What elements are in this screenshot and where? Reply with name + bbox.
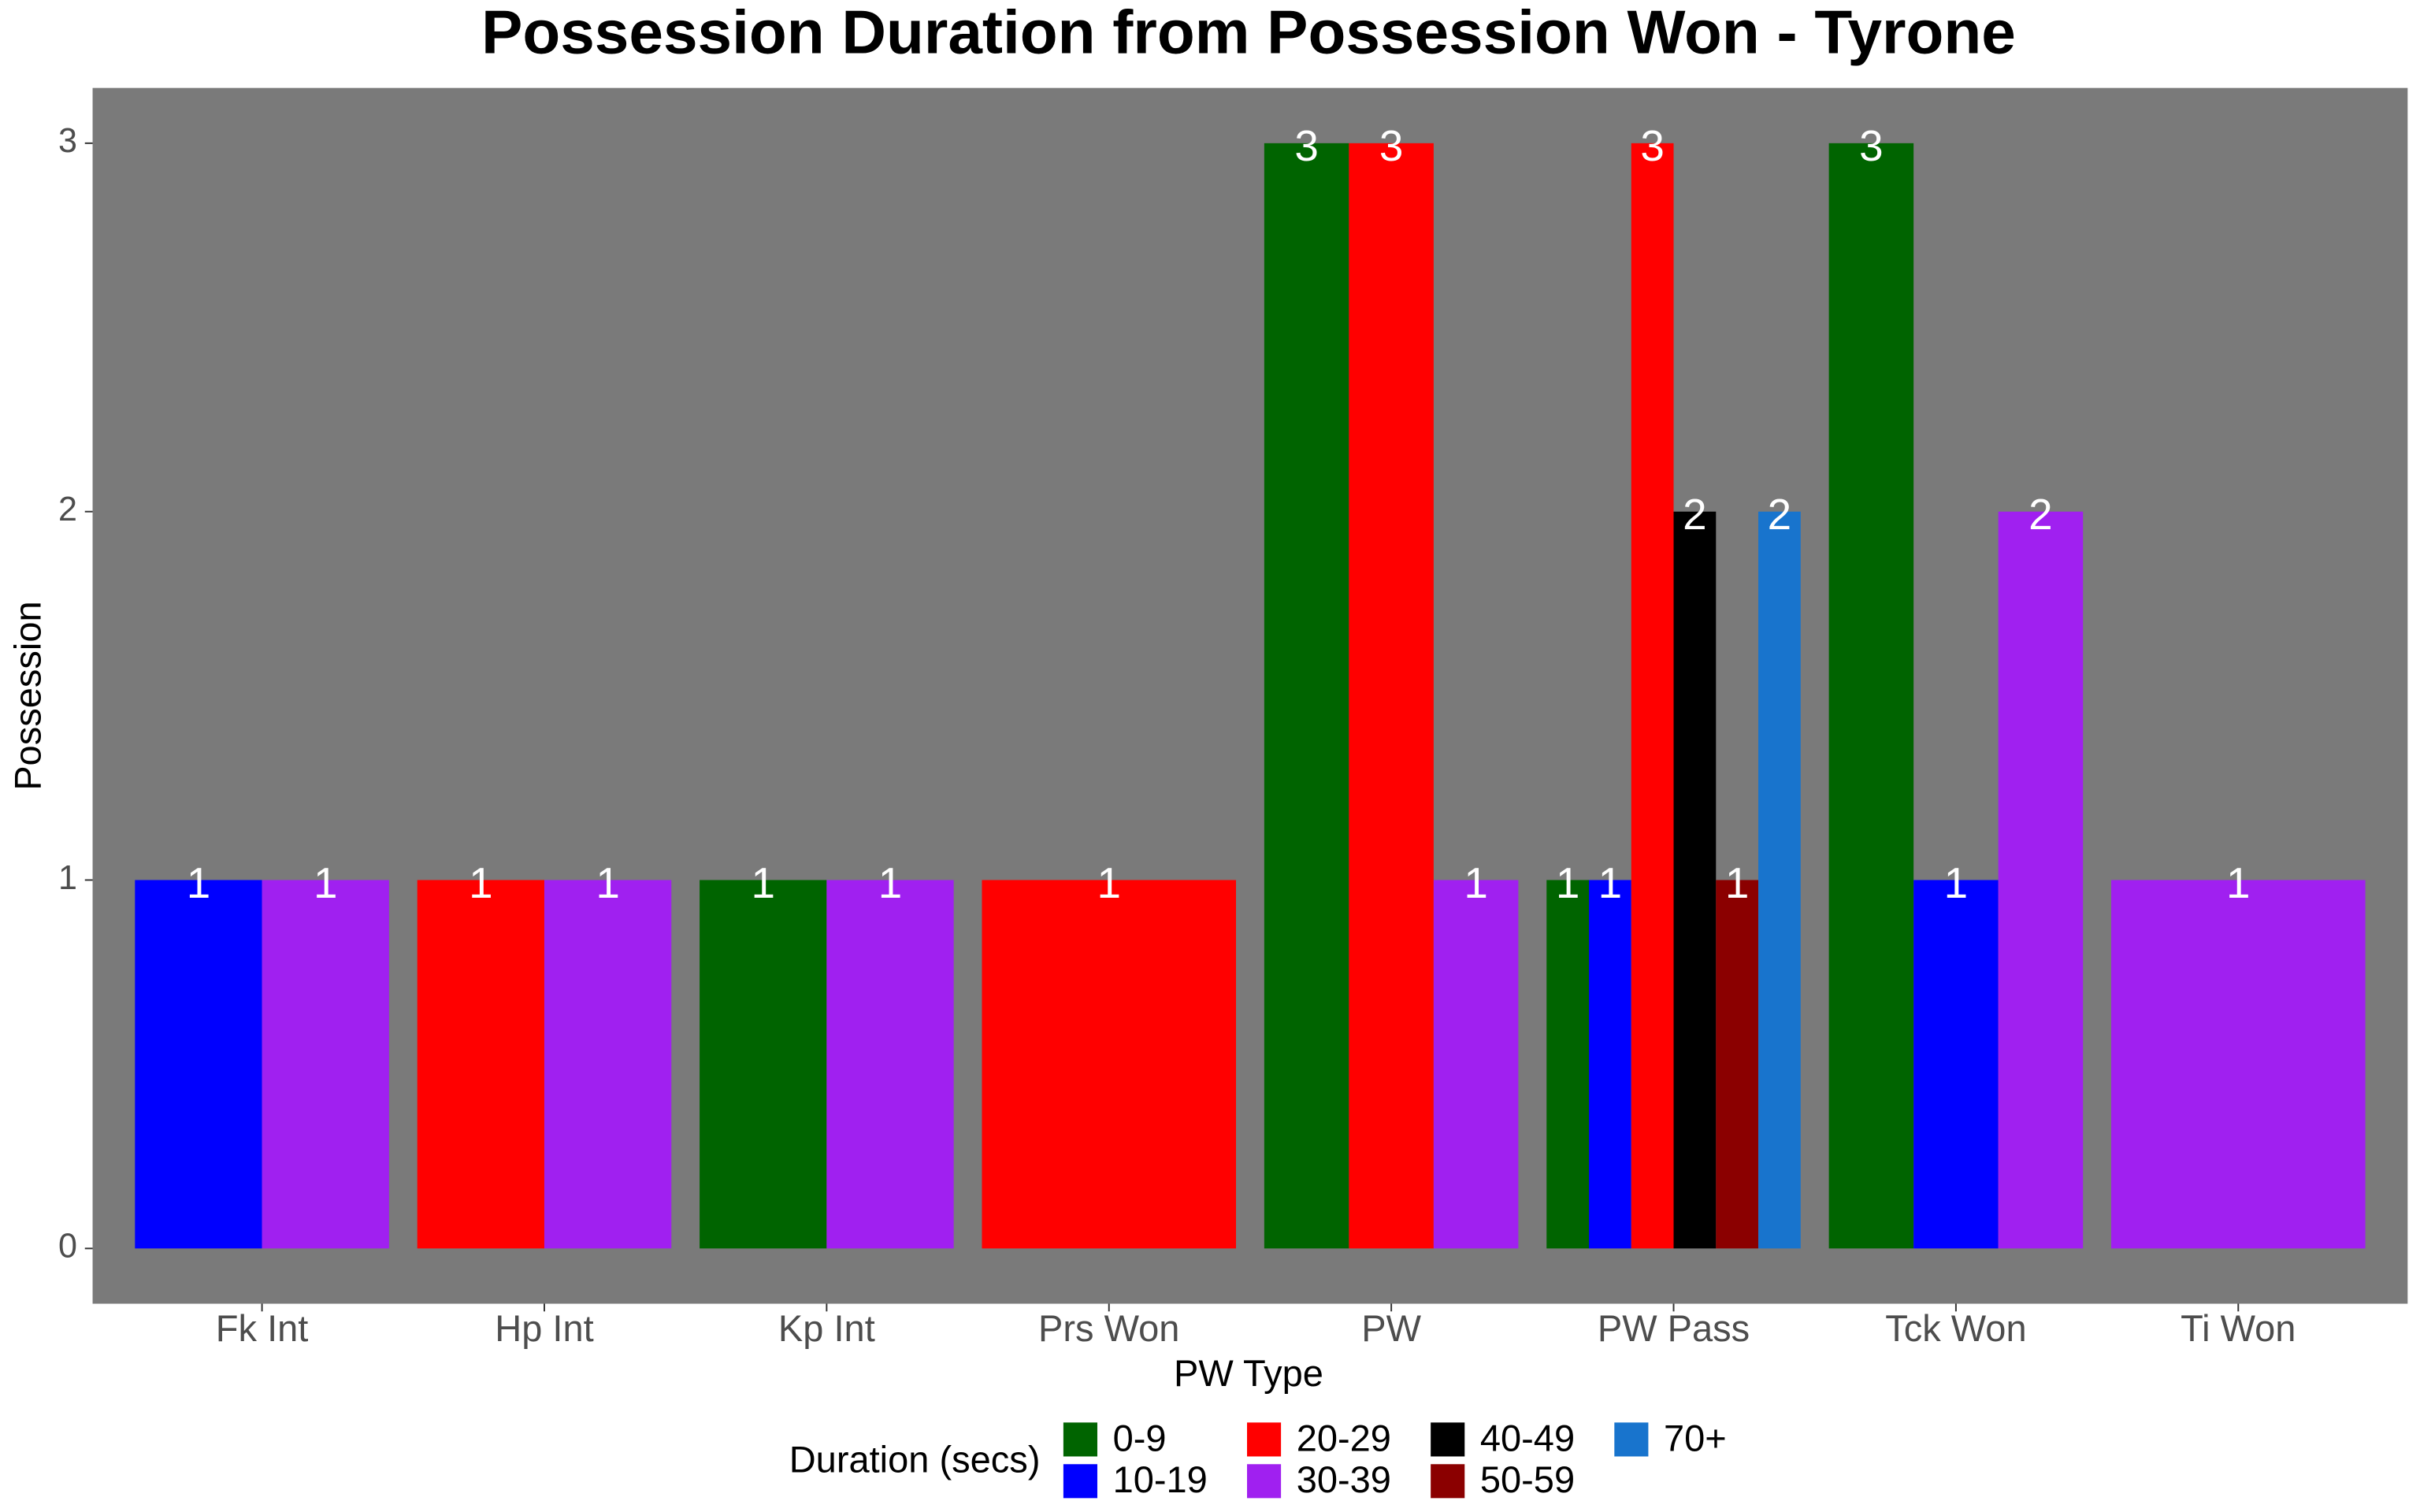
legend-label: 50-59 [1480, 1458, 1575, 1500]
bar [1758, 511, 1801, 1249]
x-tick-label: Kp Int [778, 1307, 875, 1349]
value-label: 1 [878, 858, 903, 907]
legend-swatch [1247, 1422, 1282, 1457]
value-label: 1 [1556, 858, 1580, 907]
value-label: 3 [1640, 121, 1665, 170]
bar [1716, 880, 1759, 1249]
value-label: 1 [314, 858, 338, 907]
legend-swatch [1614, 1422, 1649, 1457]
bar [1828, 143, 1914, 1249]
x-tick-label: Fk Int [216, 1307, 309, 1349]
bar [1264, 143, 1349, 1249]
value-label: 3 [1294, 121, 1319, 170]
bar [1433, 880, 1519, 1249]
value-label: 2 [1768, 490, 1792, 539]
chart-title: Possession Duration from Possession Won … [481, 0, 2016, 67]
legend-label: 10-19 [1113, 1458, 1208, 1500]
value-label: 1 [2226, 858, 2251, 907]
bar [1589, 880, 1631, 1249]
value-label: 3 [1379, 121, 1404, 170]
value-label: 1 [1944, 858, 1969, 907]
x-tick-label: PW Pass [1598, 1307, 1750, 1349]
y-tick-label: 3 [58, 122, 77, 160]
bar [417, 880, 544, 1249]
legend-label: 20-29 [1297, 1417, 1391, 1458]
bar [1998, 511, 2084, 1249]
legend-swatch [1247, 1464, 1282, 1499]
bar [826, 880, 954, 1249]
legend-label: 0-9 [1113, 1417, 1167, 1458]
bar [700, 880, 827, 1249]
y-tick-label: 0 [58, 1228, 77, 1266]
bar [1673, 511, 1717, 1249]
y-tick-label: 2 [58, 491, 77, 528]
x-tick-label: Tck Won [1885, 1307, 2026, 1349]
x-axis-title: PW Type [1174, 1352, 1323, 1394]
x-tick-label: PW [1361, 1307, 1421, 1349]
bar [2111, 880, 2366, 1249]
legend-title: Duration (secs) [789, 1439, 1041, 1480]
bar [982, 880, 1237, 1249]
value-label: 1 [187, 858, 211, 907]
bar [135, 880, 262, 1249]
y-tick-label: 1 [58, 859, 77, 897]
bar [544, 880, 672, 1249]
value-label: 2 [1683, 490, 1707, 539]
x-tick-label: Prs Won [1038, 1307, 1179, 1349]
value-label: 1 [1464, 858, 1488, 907]
legend-swatch [1063, 1464, 1097, 1499]
legend-swatch [1431, 1464, 1465, 1499]
value-label: 1 [751, 858, 775, 907]
x-tick-label: Ti Won [2181, 1307, 2296, 1349]
value-label: 2 [2028, 490, 2053, 539]
bar [1349, 143, 1434, 1249]
legend-label: 40-49 [1480, 1417, 1575, 1458]
value-label: 1 [1097, 858, 1121, 907]
legend-label: 70+ [1664, 1417, 1727, 1458]
y-axis-title: Possession [7, 601, 49, 790]
x-tick-label: Hp Int [495, 1307, 593, 1349]
bar [262, 880, 389, 1249]
bar [1546, 880, 1590, 1249]
value-label: 3 [1859, 121, 1884, 170]
value-label: 1 [596, 858, 620, 907]
bar [1913, 880, 1999, 1249]
value-label: 1 [1598, 858, 1623, 907]
legend-swatch [1063, 1422, 1097, 1457]
value-label: 1 [469, 858, 493, 907]
value-label: 1 [1725, 858, 1750, 907]
bar [1631, 143, 1674, 1249]
legend-swatch [1431, 1422, 1465, 1457]
legend-label: 30-39 [1297, 1458, 1391, 1500]
